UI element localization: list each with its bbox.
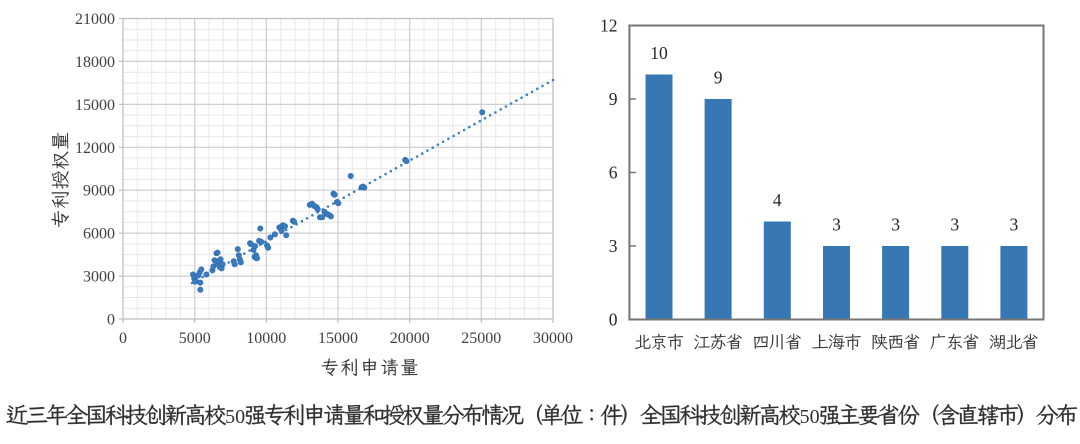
svg-text:3: 3: [832, 215, 841, 235]
svg-text:25000: 25000: [461, 330, 501, 347]
svg-text:0: 0: [119, 330, 127, 347]
svg-text:50: 50: [800, 406, 820, 428]
svg-text:12000: 12000: [75, 140, 115, 157]
svg-text:10000: 10000: [246, 330, 286, 347]
svg-text:0: 0: [107, 312, 115, 329]
svg-text:5000: 5000: [179, 330, 211, 347]
svg-text:9: 9: [714, 68, 723, 88]
svg-text:21000: 21000: [75, 11, 115, 28]
svg-text:50: 50: [225, 406, 245, 428]
svg-text:10: 10: [650, 43, 668, 63]
svg-text:3: 3: [609, 236, 618, 256]
svg-text:3: 3: [950, 215, 959, 235]
svg-text:4: 4: [773, 190, 782, 210]
svg-text:15000: 15000: [75, 97, 115, 114]
svg-text:3: 3: [1010, 215, 1019, 235]
svg-text:20000: 20000: [390, 330, 430, 347]
svg-text:18000: 18000: [75, 54, 115, 71]
svg-text:9000: 9000: [83, 183, 115, 200]
svg-text:6000: 6000: [83, 226, 115, 243]
svg-text:6: 6: [609, 162, 618, 182]
svg-text:9: 9: [609, 89, 618, 109]
svg-text:12: 12: [600, 15, 618, 35]
svg-text:3000: 3000: [83, 269, 115, 286]
svg-text:0: 0: [609, 309, 618, 329]
svg-text:3: 3: [891, 215, 900, 235]
svg-text:15000: 15000: [318, 330, 358, 347]
svg-text:30000: 30000: [533, 330, 573, 347]
